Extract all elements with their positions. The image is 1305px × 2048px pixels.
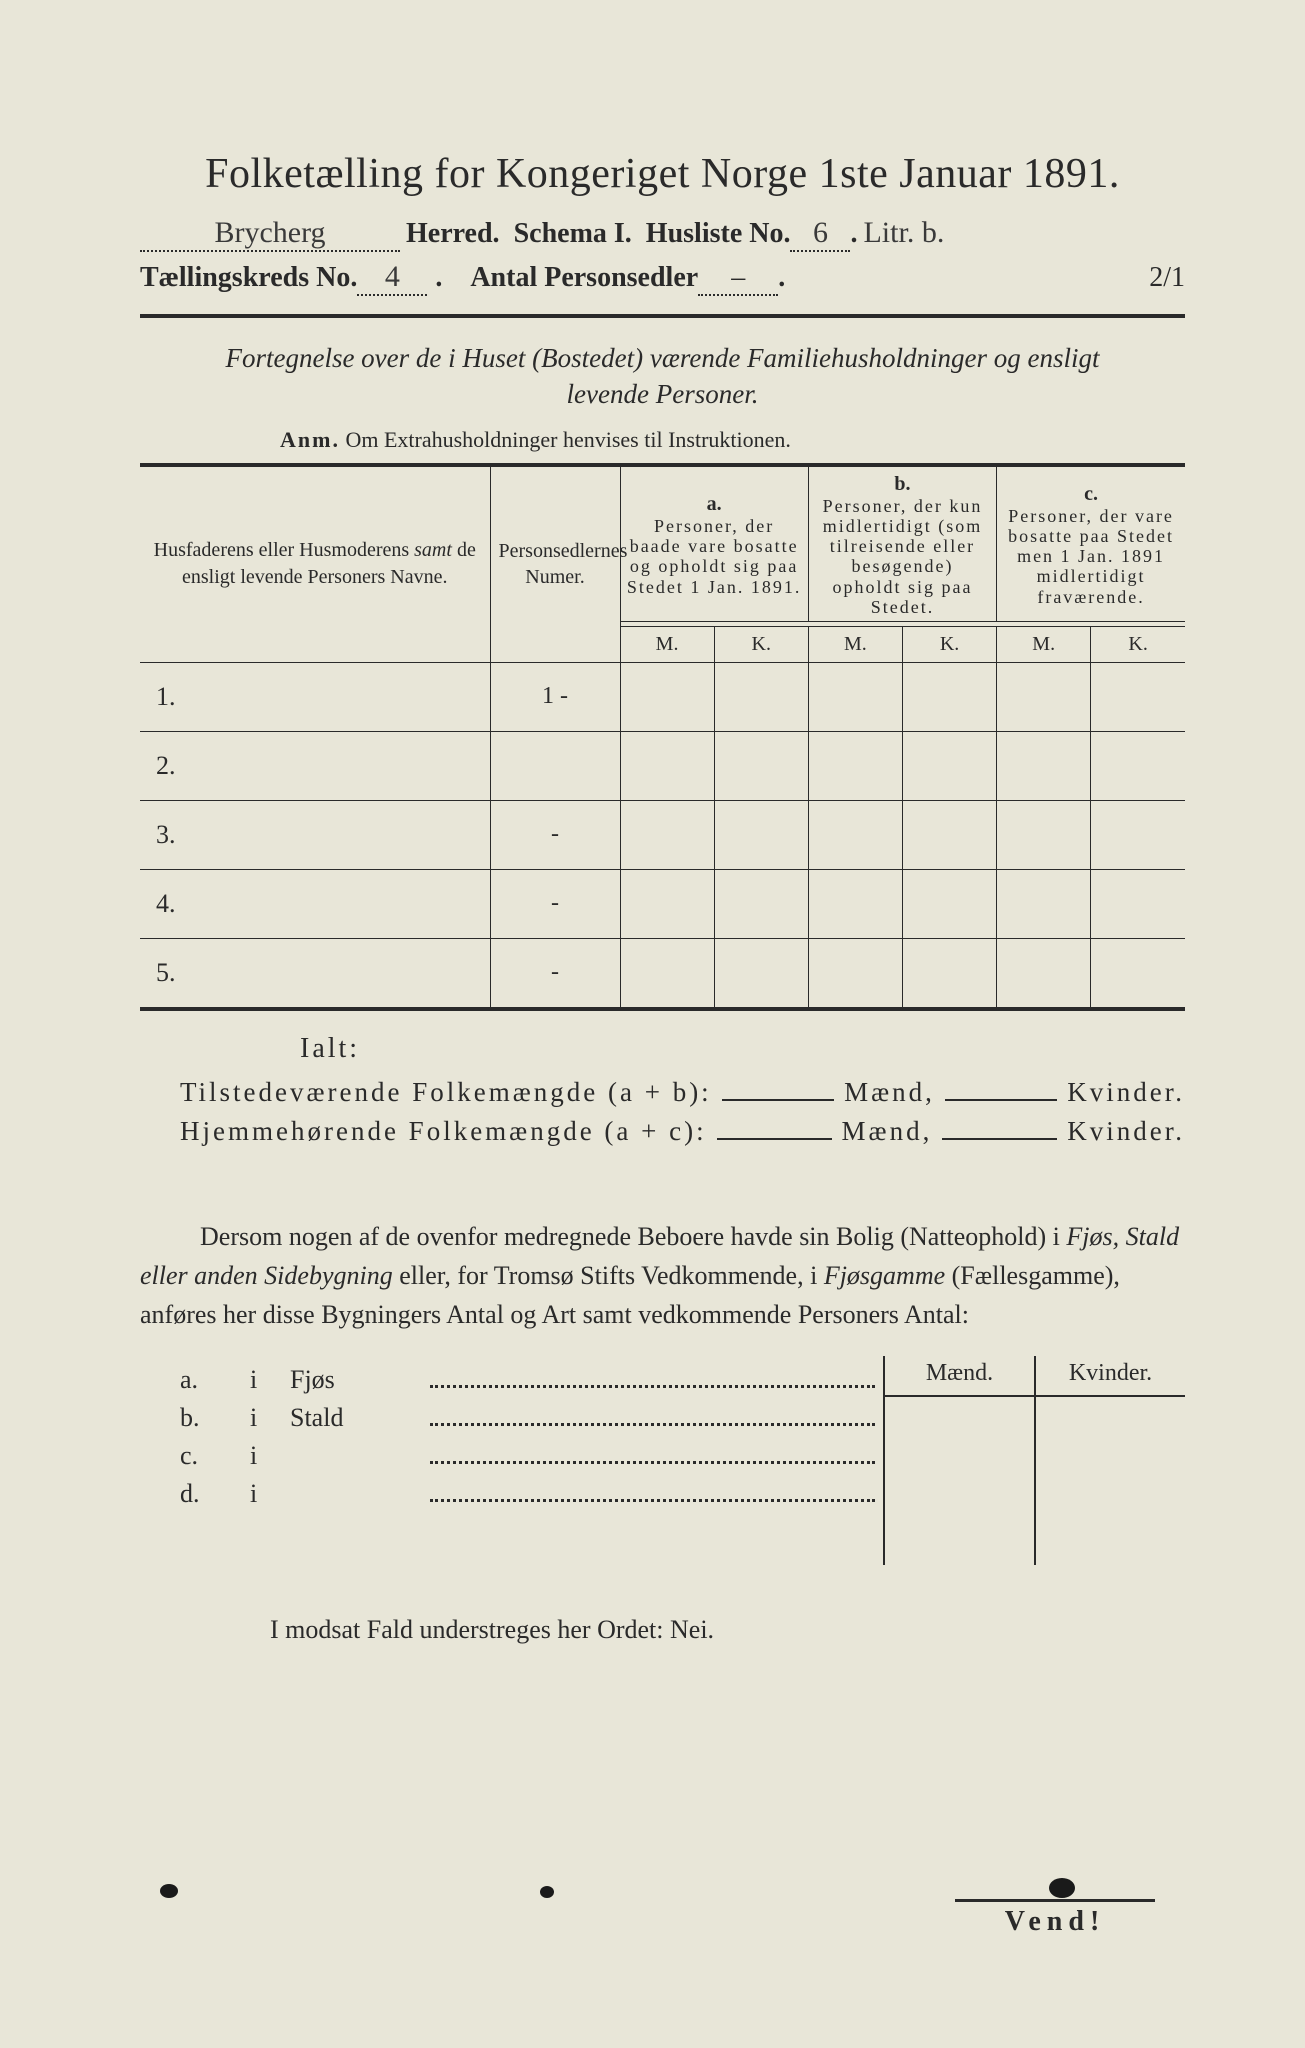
kvinder-col-label: Kvinder. — [1036, 1356, 1185, 1395]
a-m: M. — [620, 626, 714, 662]
sum-line-ab: Tilstedeværende Folkemængde (a + b): Mæn… — [180, 1075, 1185, 1108]
census-form-page: Folketælling for Kongeriget Norge 1ste J… — [0, 0, 1305, 2048]
a-k: K. — [714, 626, 808, 662]
table-row: 4. - — [140, 869, 1185, 938]
group-a-header: a. Personer, der baade vare bosatte og o… — [620, 465, 808, 621]
abcd-block: a.iFjøs b.iStald c.i d.i Mænd. Kvinder. — [140, 1356, 1185, 1565]
abcd-list: a.iFjøs b.iStald c.i d.i — [140, 1356, 883, 1514]
margin-note: 2/1 — [1149, 262, 1185, 294]
ink-blot-icon — [1049, 1878, 1075, 1898]
subtitle: Fortegnelse over de i Huset (Bostedet) v… — [200, 340, 1125, 413]
b-m: M. — [808, 626, 902, 662]
antal-value: – — [698, 262, 778, 296]
list-item: b.iStald — [140, 1401, 883, 1433]
vend-label: Vend! — [955, 1899, 1155, 1938]
group-c-header: c. Personer, der vare bosatte paa Stedet… — [997, 465, 1185, 621]
schema-label: Schema I. — [514, 218, 632, 250]
main-table: Husfaderens eller Husmode­rens samt de e… — [140, 463, 1185, 1011]
c-m: M. — [997, 626, 1091, 662]
header-line-1: Brycherg Herred. Schema I. Husliste No. … — [140, 216, 1185, 252]
table-row: 5. - — [140, 938, 1185, 1009]
header-line-2: Tællingskreds No. 4 . Antal Personsedler… — [140, 260, 1185, 296]
husliste-label: Husliste No. — [646, 218, 791, 250]
ink-blot-icon — [540, 1886, 554, 1898]
table-row: 3. - — [140, 800, 1185, 869]
kreds-value: 4 — [357, 260, 427, 296]
table-row: 2. — [140, 731, 1185, 800]
kreds-label: Tællingskreds No. — [140, 262, 357, 294]
antal-label: Antal Personsedler — [470, 262, 698, 294]
sum-line-ac: Hjemmehørende Folkemængde (a + c): Mænd,… — [180, 1114, 1185, 1147]
husliste-value: 6 — [790, 216, 850, 252]
anm-line: Anm. Om Extrahusholdninger henvises til … — [280, 427, 1185, 453]
list-item: c.i — [140, 1439, 883, 1471]
husliste-suffix: Litr. b. — [863, 216, 944, 250]
page-title: Folketælling for Kongeriget Norge 1ste J… — [140, 150, 1185, 198]
list-item: d.i — [140, 1477, 883, 1509]
anm-text: Om Extrahusholdninger henvises til Instr… — [345, 427, 790, 452]
table-row: 1. 1 - — [140, 662, 1185, 731]
group-b-header: b. Personer, der kun midlertidigt (som t… — [808, 465, 996, 621]
paragraph: Dersom nogen af de ovenfor medregnede Be… — [140, 1217, 1185, 1334]
ink-blot-icon — [160, 1884, 178, 1898]
mk-box: Mænd. Kvinder. — [883, 1356, 1185, 1565]
ialt-label: Ialt: — [300, 1033, 1185, 1065]
col-num-header: Personsedlernes Numer. — [490, 465, 620, 662]
anm-label: Anm. — [280, 427, 340, 452]
herred-value: Brycherg — [140, 216, 400, 252]
c-k: K. — [1091, 626, 1185, 662]
rule-1 — [140, 314, 1185, 318]
nei-line: I modsat Fald understreges her Ordet: Ne… — [270, 1615, 1185, 1645]
herred-label: Herred. — [406, 218, 500, 250]
b-k: K. — [902, 626, 996, 662]
list-item: a.iFjøs — [140, 1362, 883, 1394]
col-names-header: Husfaderens eller Husmode­rens samt de e… — [140, 465, 490, 662]
maend-col-label: Mænd. — [885, 1356, 1036, 1395]
table-body: 1. 1 - 2. 3. - 4. - 5. - — [140, 662, 1185, 1009]
